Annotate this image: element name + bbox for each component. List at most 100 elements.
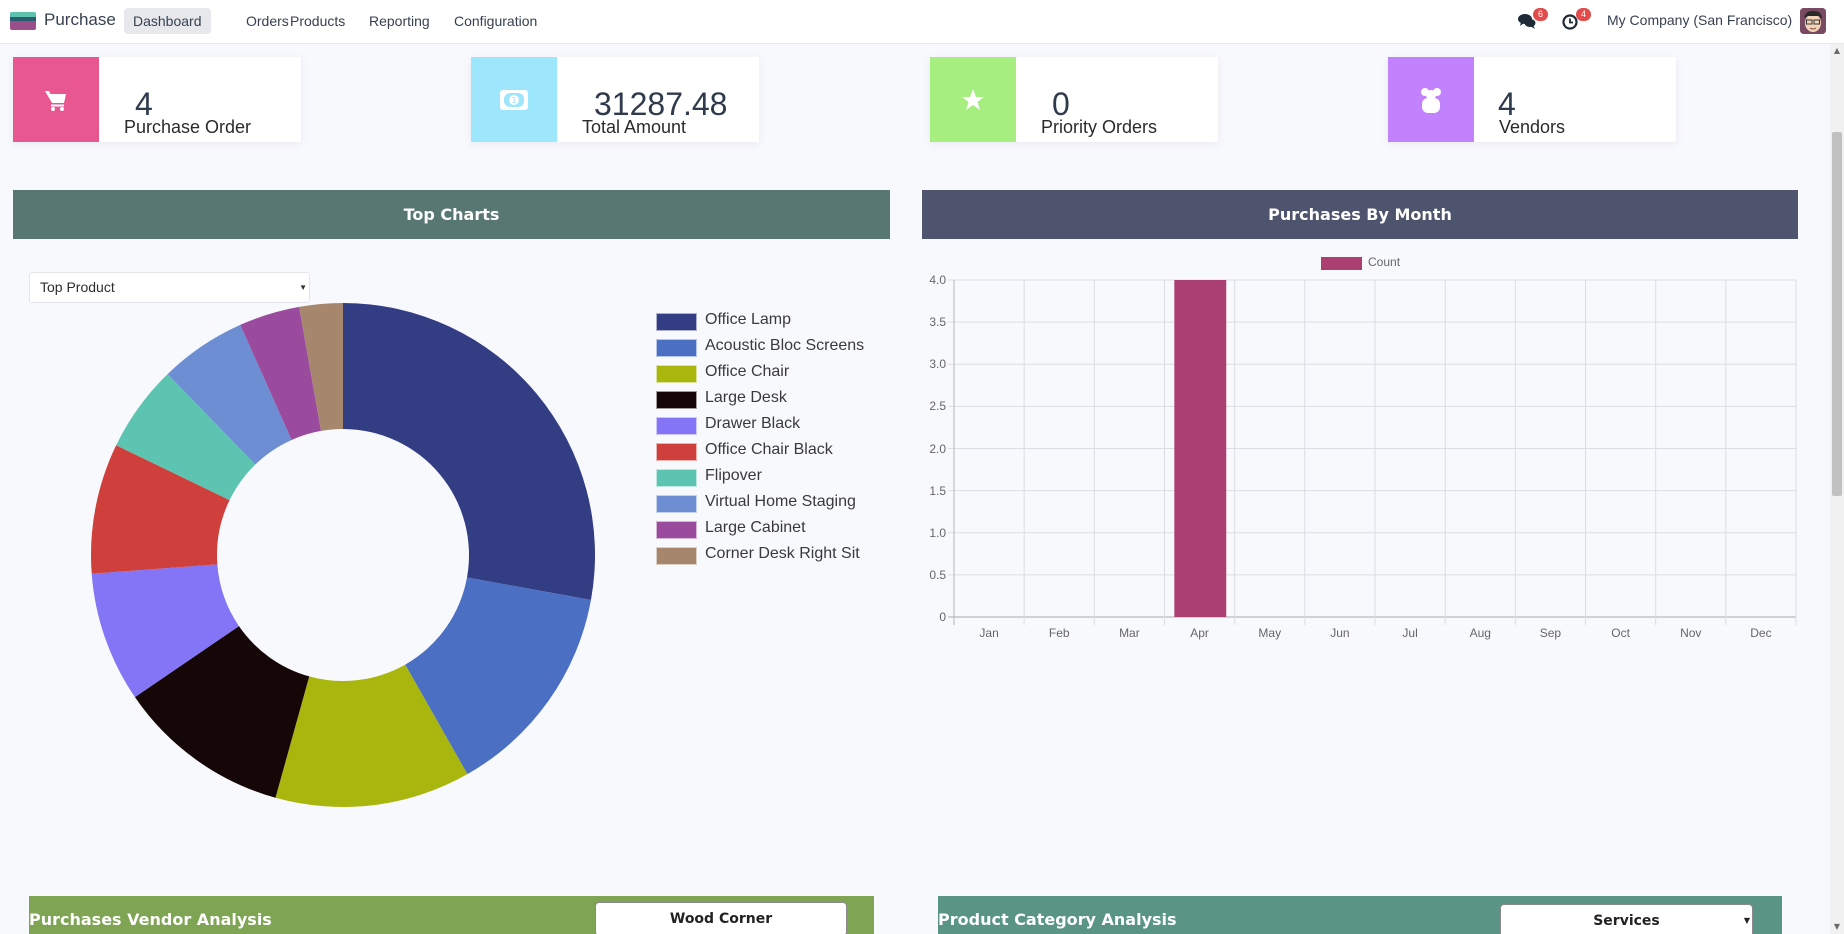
card-icon-box: 1 <box>471 57 557 142</box>
kpi-label: Priority Orders <box>1041 117 1158 137</box>
x-tick-label: Nov <box>1680 626 1702 640</box>
category-analysis-title: Product Category Analysis <box>938 910 1177 929</box>
donut-slice-drawer-black[interactable] <box>91 564 239 698</box>
purchase-app-icon[interactable] <box>10 12 36 30</box>
purchases-by-month-header: Purchases By Month <box>922 190 1798 239</box>
kpi-card-purchase-order[interactable]: 4 Purchase Order <box>13 57 301 142</box>
category-select-value: Services <box>1593 913 1660 929</box>
legend-label: Large Desk <box>705 389 787 406</box>
donut-slice-acoustic-bloc-screens[interactable] <box>405 577 591 775</box>
legend-label-count[interactable]: Count <box>1368 255 1401 269</box>
x-tick-label: Aug <box>1469 626 1491 640</box>
messages-icon[interactable] <box>1518 12 1536 30</box>
donut-slice-large-cabinet[interactable] <box>240 306 322 440</box>
card-icon-box <box>13 57 99 142</box>
card-icon-box <box>1388 57 1474 142</box>
legend-label: Acoustic Bloc Screens <box>705 337 865 354</box>
activity-clock-icon[interactable] <box>1562 12 1580 30</box>
users-icon <box>1421 87 1441 113</box>
user-avatar[interactable] <box>1800 8 1826 34</box>
kpi-card-total-amount[interactable]: 1 31287.48 Total Amount <box>471 57 759 142</box>
legend-swatch <box>656 365 697 383</box>
card-icon-box <box>930 57 1016 142</box>
legend-label: Virtual Home Staging <box>705 493 856 510</box>
menu-dashboard[interactable]: Dashboard <box>124 8 211 34</box>
legend-swatch <box>656 521 697 539</box>
legend-label: Office Chair Black <box>705 441 833 458</box>
legend-swatch <box>656 313 697 331</box>
legend-swatch <box>656 339 697 357</box>
x-tick-label: Jan <box>979 626 999 640</box>
kpi-value: 0 <box>1052 86 1070 122</box>
scroll-down-arrow[interactable]: ▼ <box>1833 922 1841 931</box>
money-icon: 1 <box>500 89 528 110</box>
bar-apr[interactable] <box>1174 280 1227 617</box>
messages-badge: 6 <box>1533 8 1548 21</box>
top-charts-header: Top Charts <box>13 190 890 239</box>
kpi-label: Purchase Order <box>124 117 252 137</box>
kpi-card-vendors[interactable]: 4 Vendors <box>1388 57 1676 142</box>
x-tick-label: Apr <box>1190 626 1209 640</box>
legend-swatch <box>656 443 697 461</box>
menu-configuration[interactable]: Configuration <box>454 13 538 29</box>
x-tick-label: Feb <box>1048 626 1070 640</box>
x-tick-label: Jun <box>1330 626 1350 640</box>
legend-swatch-count[interactable] <box>1321 257 1362 270</box>
vendor-analysis-title: Purchases Vendor Analysis <box>29 910 272 929</box>
category-select[interactable]: Services ▼ <box>1500 904 1753 934</box>
legend-label: Large Cabinet <box>705 519 806 536</box>
legend-label: Drawer Black <box>705 415 801 432</box>
y-tick-label: 1.5 <box>929 483 946 498</box>
kpi-value: 31287.48 <box>594 86 728 122</box>
top-navbar: Purchase Dashboard Orders Products Repor… <box>0 0 1844 44</box>
x-tick-label: Mar <box>1119 626 1140 640</box>
donut-slice-corner-desk-right-sit[interactable] <box>299 303 343 431</box>
category-analysis-panel: Product Category Analysis Services ▼ <box>938 896 1782 934</box>
activities-badge: 4 <box>1576 8 1591 21</box>
company-switcher[interactable]: My Company (San Francisco) <box>1607 12 1793 28</box>
x-tick-label: Dec <box>1750 626 1772 640</box>
x-tick-label: May <box>1258 626 1282 640</box>
select-value: Top Product <box>40 279 115 295</box>
y-tick-label: 3.5 <box>929 315 946 330</box>
kpi-card-priority-orders[interactable]: 0 Priority Orders <box>930 57 1218 142</box>
y-tick-label: 3.0 <box>929 357 946 372</box>
legend-label: Flipover <box>705 467 762 484</box>
donut-slice-office-chair[interactable] <box>275 664 468 807</box>
top-product-donut-chart <box>91 303 595 807</box>
legend-swatch <box>656 495 697 513</box>
app-name[interactable]: Purchase <box>44 10 116 29</box>
kpi-label: Total Amount <box>582 117 687 137</box>
x-tick-label: Oct <box>1611 626 1630 640</box>
y-tick-label: 0 <box>939 610 946 624</box>
y-tick-label: 4.0 <box>929 273 946 287</box>
vendor-select-button[interactable]: Wood Corner <box>595 902 847 934</box>
donut-slice-office-lamp[interactable] <box>343 303 595 600</box>
donut-slice-virtual-home-staging[interactable] <box>167 324 292 465</box>
scroll-up-arrow[interactable]: ▲ <box>1833 46 1841 55</box>
donut-slice-flipover[interactable] <box>116 374 256 501</box>
donut-slice-large-desk[interactable] <box>134 626 310 798</box>
dropdown-caret-icon: ▼ <box>299 283 307 292</box>
menu-orders[interactable]: Orders <box>246 13 289 29</box>
legend-label: Office Chair <box>705 363 790 380</box>
cart-icon <box>45 90 66 111</box>
dropdown-caret-icon: ▼ <box>1743 916 1750 925</box>
page-scrollbar[interactable]: ▲ ▼ <box>1830 44 1844 934</box>
x-tick-label: Sep <box>1539 626 1562 640</box>
svg-text:1: 1 <box>511 96 516 105</box>
purchases-by-month-bar-chart <box>948 279 1797 625</box>
top-chart-type-select[interactable]: Top Product ▼ <box>29 272 310 303</box>
legend-swatch <box>656 547 697 565</box>
donut-slice-office-chair-black[interactable] <box>91 445 230 574</box>
menu-reporting[interactable]: Reporting <box>369 13 430 29</box>
legend-swatch <box>656 417 697 435</box>
legend-swatch <box>656 469 697 487</box>
scroll-thumb[interactable] <box>1832 132 1842 496</box>
legend-swatch <box>656 391 697 409</box>
star-icon <box>962 88 984 110</box>
legend-label: Corner Desk Right Sit <box>705 545 860 562</box>
y-tick-label: 2.5 <box>929 399 946 414</box>
menu-products[interactable]: Products <box>290 13 346 29</box>
kpi-value: 4 <box>135 86 153 122</box>
